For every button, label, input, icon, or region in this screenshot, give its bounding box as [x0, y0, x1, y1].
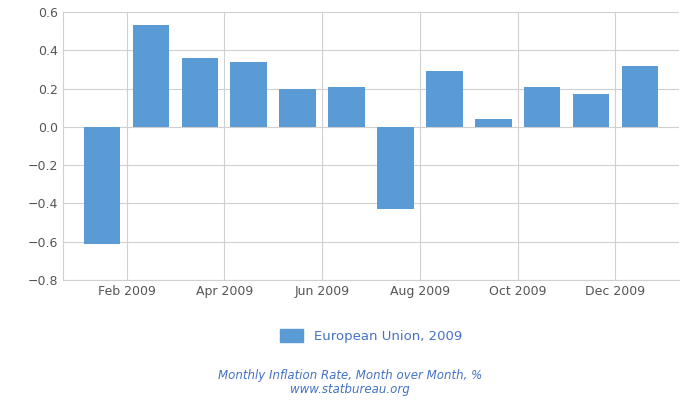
Bar [622, 66, 658, 127]
Text: www.statbureau.org: www.statbureau.org [290, 383, 410, 396]
Bar [84, 127, 120, 244]
Bar [426, 71, 463, 127]
Legend: European Union, 2009: European Union, 2009 [274, 324, 468, 348]
Bar [573, 94, 609, 127]
Bar [524, 87, 561, 127]
Bar [377, 127, 414, 209]
Bar [230, 62, 267, 127]
Text: Monthly Inflation Rate, Month over Month, %: Monthly Inflation Rate, Month over Month… [218, 369, 482, 382]
Bar [133, 25, 169, 127]
Bar [279, 88, 316, 127]
Bar [475, 119, 512, 127]
Bar [181, 58, 218, 127]
Bar [328, 87, 365, 127]
